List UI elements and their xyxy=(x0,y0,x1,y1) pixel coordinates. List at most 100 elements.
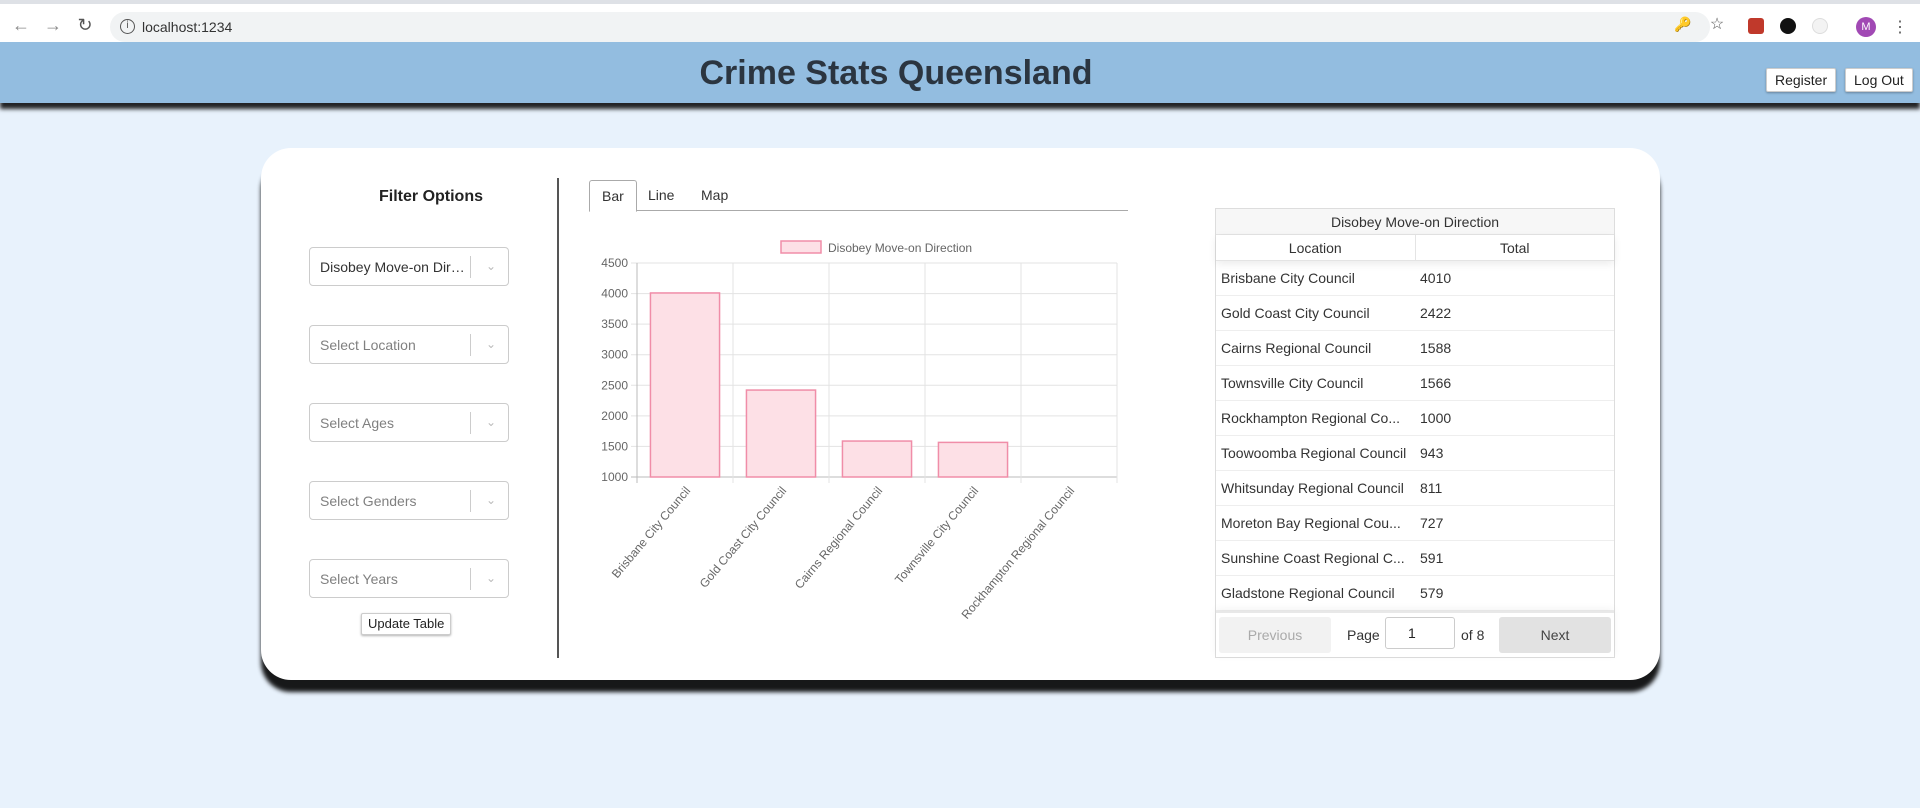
cell-location: Whitsunday Regional Council xyxy=(1221,480,1404,496)
back-arrow-icon[interactable]: ← xyxy=(12,15,30,35)
cell-total: 1000 xyxy=(1420,410,1452,426)
cell-location: Gold Coast City Council xyxy=(1221,305,1370,321)
cell-location: Toowoomba Regional Council xyxy=(1221,445,1407,461)
select-separator xyxy=(470,568,471,590)
bar[interactable] xyxy=(745,389,817,478)
page-number-input[interactable] xyxy=(1385,617,1455,649)
y-tick-label: 3500 xyxy=(601,317,628,331)
cell-total: 579 xyxy=(1420,585,1444,601)
forward-arrow-icon[interactable]: → xyxy=(44,15,62,35)
table-caption: Disobey Move-on Direction xyxy=(1216,209,1614,235)
x-tick-label: Gold Coast City Council xyxy=(697,484,790,591)
table-row: Brisbane City Council 4010 xyxy=(1216,261,1614,296)
table-row: Toowoomba Regional Council 943 xyxy=(1216,436,1614,471)
url-text: localhost:1234 xyxy=(142,19,233,35)
chevron-down-icon[interactable]: ⌄ xyxy=(485,337,497,351)
pagination: Previous Page of 8 Next xyxy=(1216,611,1614,657)
tab-map[interactable]: Map xyxy=(701,187,729,203)
chevron-down-icon[interactable]: ⌄ xyxy=(485,415,497,429)
x-tick-label: Brisbane City Council xyxy=(609,484,693,581)
bar-chart: 1000 1500 2000 2500 3000 3500 4000 4500 Brisban… xyxy=(601,240,1118,622)
previous-button[interactable]: Previous xyxy=(1219,617,1331,653)
x-tick-label: Cairns Regional Council xyxy=(792,484,885,592)
key-icon[interactable]: 🔑 xyxy=(1674,16,1692,32)
table-row: Sunshine Coast Regional C... 591 xyxy=(1216,541,1614,576)
cell-location: Brisbane City Council xyxy=(1221,270,1355,286)
genders-select-placeholder: Select Genders xyxy=(320,493,417,509)
table-row: Rockhampton Regional Co... 1000 xyxy=(1216,401,1614,436)
y-tick-label: 3000 xyxy=(601,348,628,362)
table-body: Brisbane City Council 4010 Gold Coast City… xyxy=(1216,261,1614,611)
x-tick-label: Townsville City Council xyxy=(892,484,981,586)
select-separator xyxy=(470,490,471,512)
table-row: Whitsunday Regional Council 811 xyxy=(1216,471,1614,506)
extension-icon[interactable] xyxy=(1748,18,1764,34)
ages-select-placeholder: Select Ages xyxy=(320,415,394,431)
cell-total: 943 xyxy=(1420,445,1444,461)
info-icon[interactable]: i xyxy=(120,19,135,34)
chart-bars xyxy=(649,292,1009,478)
next-button[interactable]: Next xyxy=(1499,617,1611,653)
profile-avatar[interactable]: M xyxy=(1856,17,1876,37)
chart-x-axis: Brisbane City Council Gold Coast City Cou… xyxy=(609,484,1077,622)
main-card: Filter Options Disobey Move-on Direction… xyxy=(261,148,1660,680)
page-title: Crime Stats Queensland xyxy=(699,54,1093,92)
table-row: Moreton Bay Regional Cou... 727 xyxy=(1216,506,1614,541)
bar[interactable] xyxy=(649,292,721,478)
filter-title: Filter Options xyxy=(379,188,483,205)
legend-swatch[interactable] xyxy=(780,240,822,254)
cell-location: Sunshine Coast Regional C... xyxy=(1221,550,1405,566)
extension-w-icon[interactable] xyxy=(1780,18,1796,34)
genders-select[interactable]: Select Genders ⌄ xyxy=(309,481,509,520)
menu-kebab-icon[interactable]: ⋮ xyxy=(1892,19,1908,36)
column-header-location[interactable]: Location xyxy=(1216,235,1416,260)
y-tick-label: 2500 xyxy=(601,378,628,392)
y-tick-label: 1000 xyxy=(601,470,628,484)
bar[interactable] xyxy=(937,441,1009,478)
chevron-down-icon[interactable]: ⌄ xyxy=(485,259,497,273)
star-icon[interactable]: ☆ xyxy=(1709,16,1725,33)
chart-y-axis: 1000 1500 2000 2500 3000 3500 4000 4500 xyxy=(601,256,628,484)
chart-legend: Disobey Move-on Direction xyxy=(780,240,972,255)
bar[interactable] xyxy=(841,440,913,478)
update-table-button[interactable]: Update Table xyxy=(361,613,452,635)
tab-line[interactable]: Line xyxy=(648,187,675,203)
table-row: Gold Coast City Council 2422 xyxy=(1216,296,1614,331)
y-tick-label: 4500 xyxy=(601,256,628,270)
table-row: Townsville City Council 1566 xyxy=(1216,366,1614,401)
table-row: Cairns Regional Council 1588 xyxy=(1216,331,1614,366)
x-tick-label: Rockhampton Regional Council xyxy=(959,484,1078,622)
years-select[interactable]: Select Years ⌄ xyxy=(309,559,509,598)
cell-total: 1588 xyxy=(1420,340,1452,356)
years-select-placeholder: Select Years xyxy=(320,571,398,587)
reload-icon[interactable]: ↻ xyxy=(77,15,93,35)
select-separator xyxy=(470,412,471,434)
table-row: Gladstone Regional Council 579 xyxy=(1216,576,1614,611)
chevron-down-icon[interactable]: ⌄ xyxy=(485,493,497,507)
column-header-total[interactable]: Total xyxy=(1499,240,1530,256)
chevron-down-icon[interactable]: ⌄ xyxy=(485,571,497,585)
y-tick-label: 2000 xyxy=(601,409,628,423)
tab-bar[interactable]: Bar xyxy=(589,180,637,212)
extension-blank-icon[interactable] xyxy=(1812,18,1828,34)
cell-location: Gladstone Regional Council xyxy=(1221,585,1395,601)
y-tick-label: 1500 xyxy=(601,439,628,453)
location-select-placeholder: Select Location xyxy=(320,337,416,353)
logout-button[interactable]: Log Out xyxy=(1845,68,1913,92)
panel-divider xyxy=(557,178,559,658)
select-separator xyxy=(470,256,471,278)
location-select[interactable]: Select Location ⌄ xyxy=(309,325,509,364)
cell-total: 1566 xyxy=(1420,375,1452,391)
cell-location: Cairns Regional Council xyxy=(1221,340,1372,356)
cell-total: 591 xyxy=(1420,550,1444,566)
ages-select[interactable]: Select Ages ⌄ xyxy=(309,403,509,442)
cell-location: Moreton Bay Regional Cou... xyxy=(1221,515,1401,531)
cell-total: 727 xyxy=(1420,515,1444,531)
cell-location: Townsville City Council xyxy=(1221,375,1364,391)
page-label: Page xyxy=(1347,627,1380,643)
data-table: Disobey Move-on Direction Location Total… xyxy=(1215,208,1615,658)
offence-select[interactable]: Disobey Move-on Direction ⌄ xyxy=(309,247,509,286)
register-button[interactable]: Register xyxy=(1766,68,1837,92)
select-separator xyxy=(470,334,471,356)
address-bar[interactable]: i localhost:1234 xyxy=(110,12,1710,42)
